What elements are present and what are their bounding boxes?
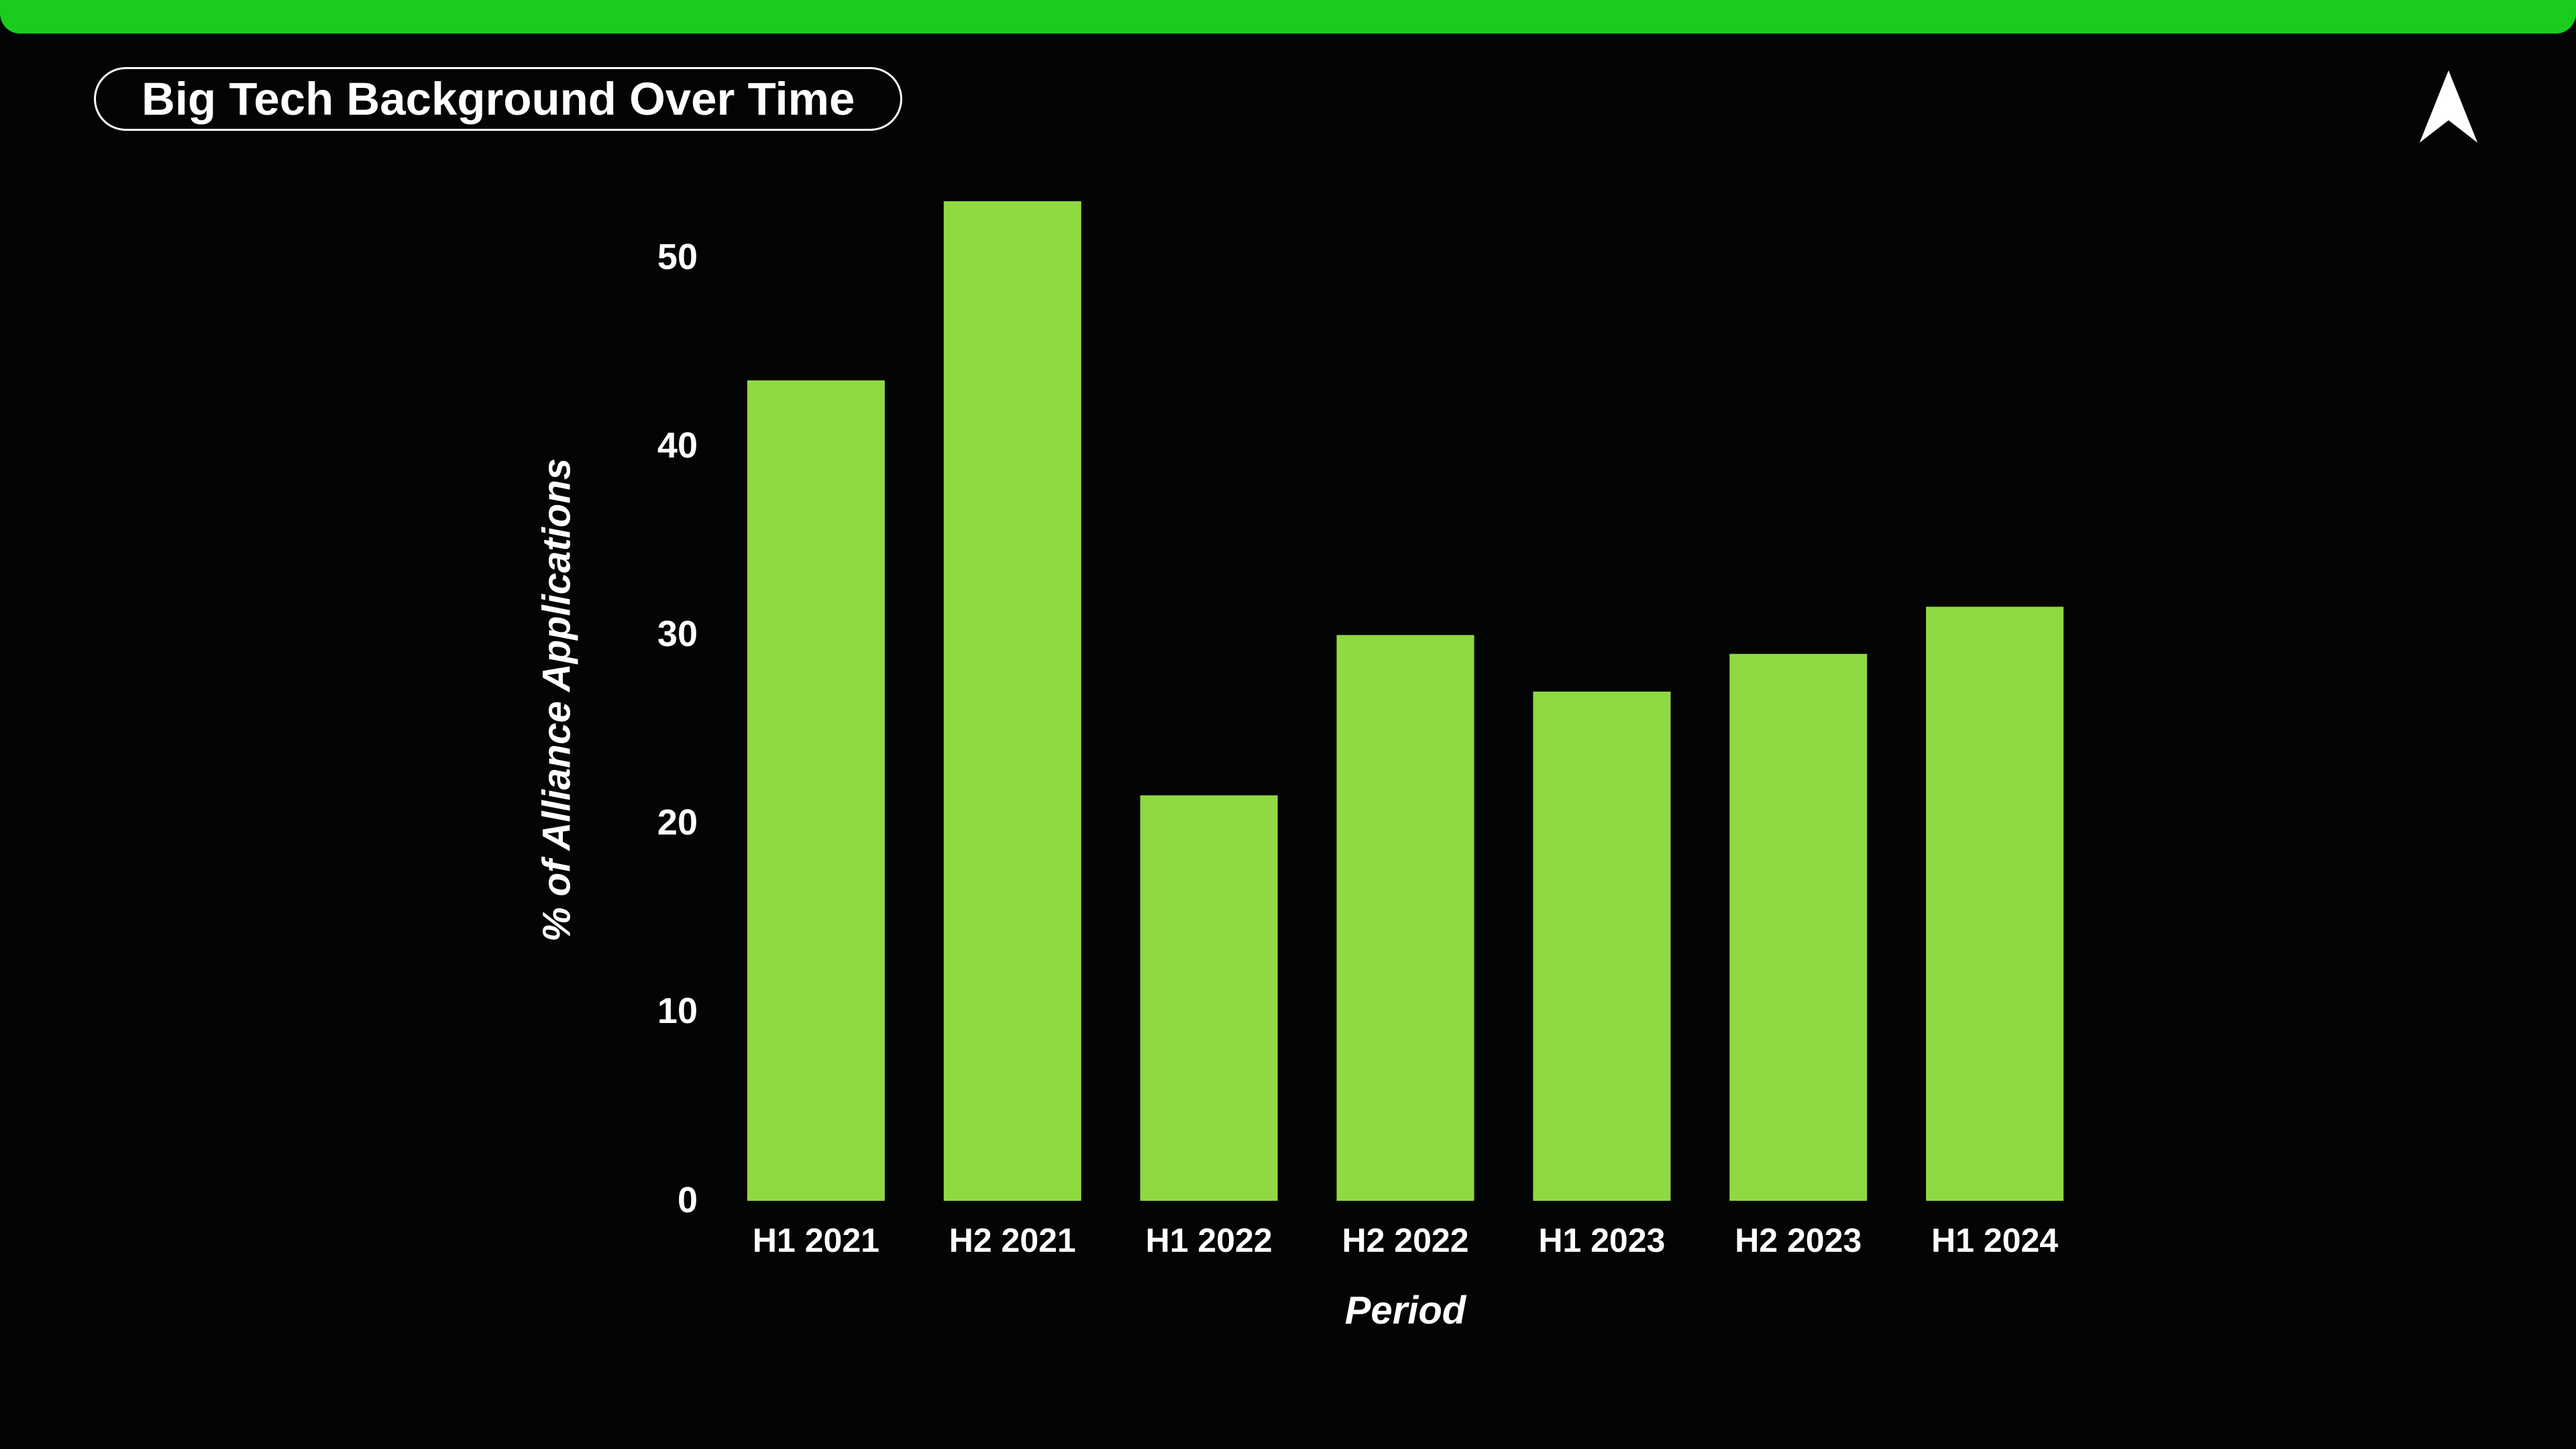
- page-title: Big Tech Background Over Time: [94, 67, 902, 131]
- x-tick-label: H1 2023: [1495, 1221, 1709, 1260]
- x-tick-label: H2 2021: [905, 1221, 1120, 1260]
- y-tick-label: 50: [604, 236, 698, 278]
- x-tick-label: H1 2022: [1102, 1221, 1316, 1260]
- stage: Big Tech Background Over Time 0 10 20 30 40 5…: [0, 0, 2576, 1449]
- y-tick-label: 0: [604, 1179, 698, 1221]
- bar: [1926, 606, 2063, 1201]
- y-tick-label: 40: [604, 425, 698, 466]
- bar: [1729, 654, 1867, 1201]
- page-title-text: Big Tech Background Over Time: [142, 73, 855, 125]
- x-axis-label: Period: [1271, 1288, 1540, 1333]
- bar: [944, 201, 1081, 1201]
- y-axis-label: % of Alliance Applications: [535, 365, 580, 1036]
- y-tick-label: 30: [604, 613, 698, 655]
- x-tick-label: H1 2024: [1888, 1221, 2102, 1260]
- x-tick-label: H2 2023: [1691, 1221, 1906, 1260]
- bar: [1533, 692, 1670, 1201]
- brand-logo-icon: [2408, 67, 2489, 148]
- y-tick-label: 20: [604, 802, 698, 843]
- y-tick-label: 10: [604, 990, 698, 1032]
- top-accent-bar: [0, 0, 2576, 34]
- bar: [747, 380, 885, 1201]
- bar-chart: 01020304050H1 2021H2 2021H1 2022H2 2022H…: [530, 201, 2140, 1275]
- bar: [1140, 796, 1278, 1201]
- bar: [1337, 635, 1474, 1201]
- x-tick-label: H2 2022: [1298, 1221, 1513, 1260]
- bar-chart-svg: [530, 201, 2140, 1275]
- x-tick-label: H1 2021: [708, 1221, 923, 1260]
